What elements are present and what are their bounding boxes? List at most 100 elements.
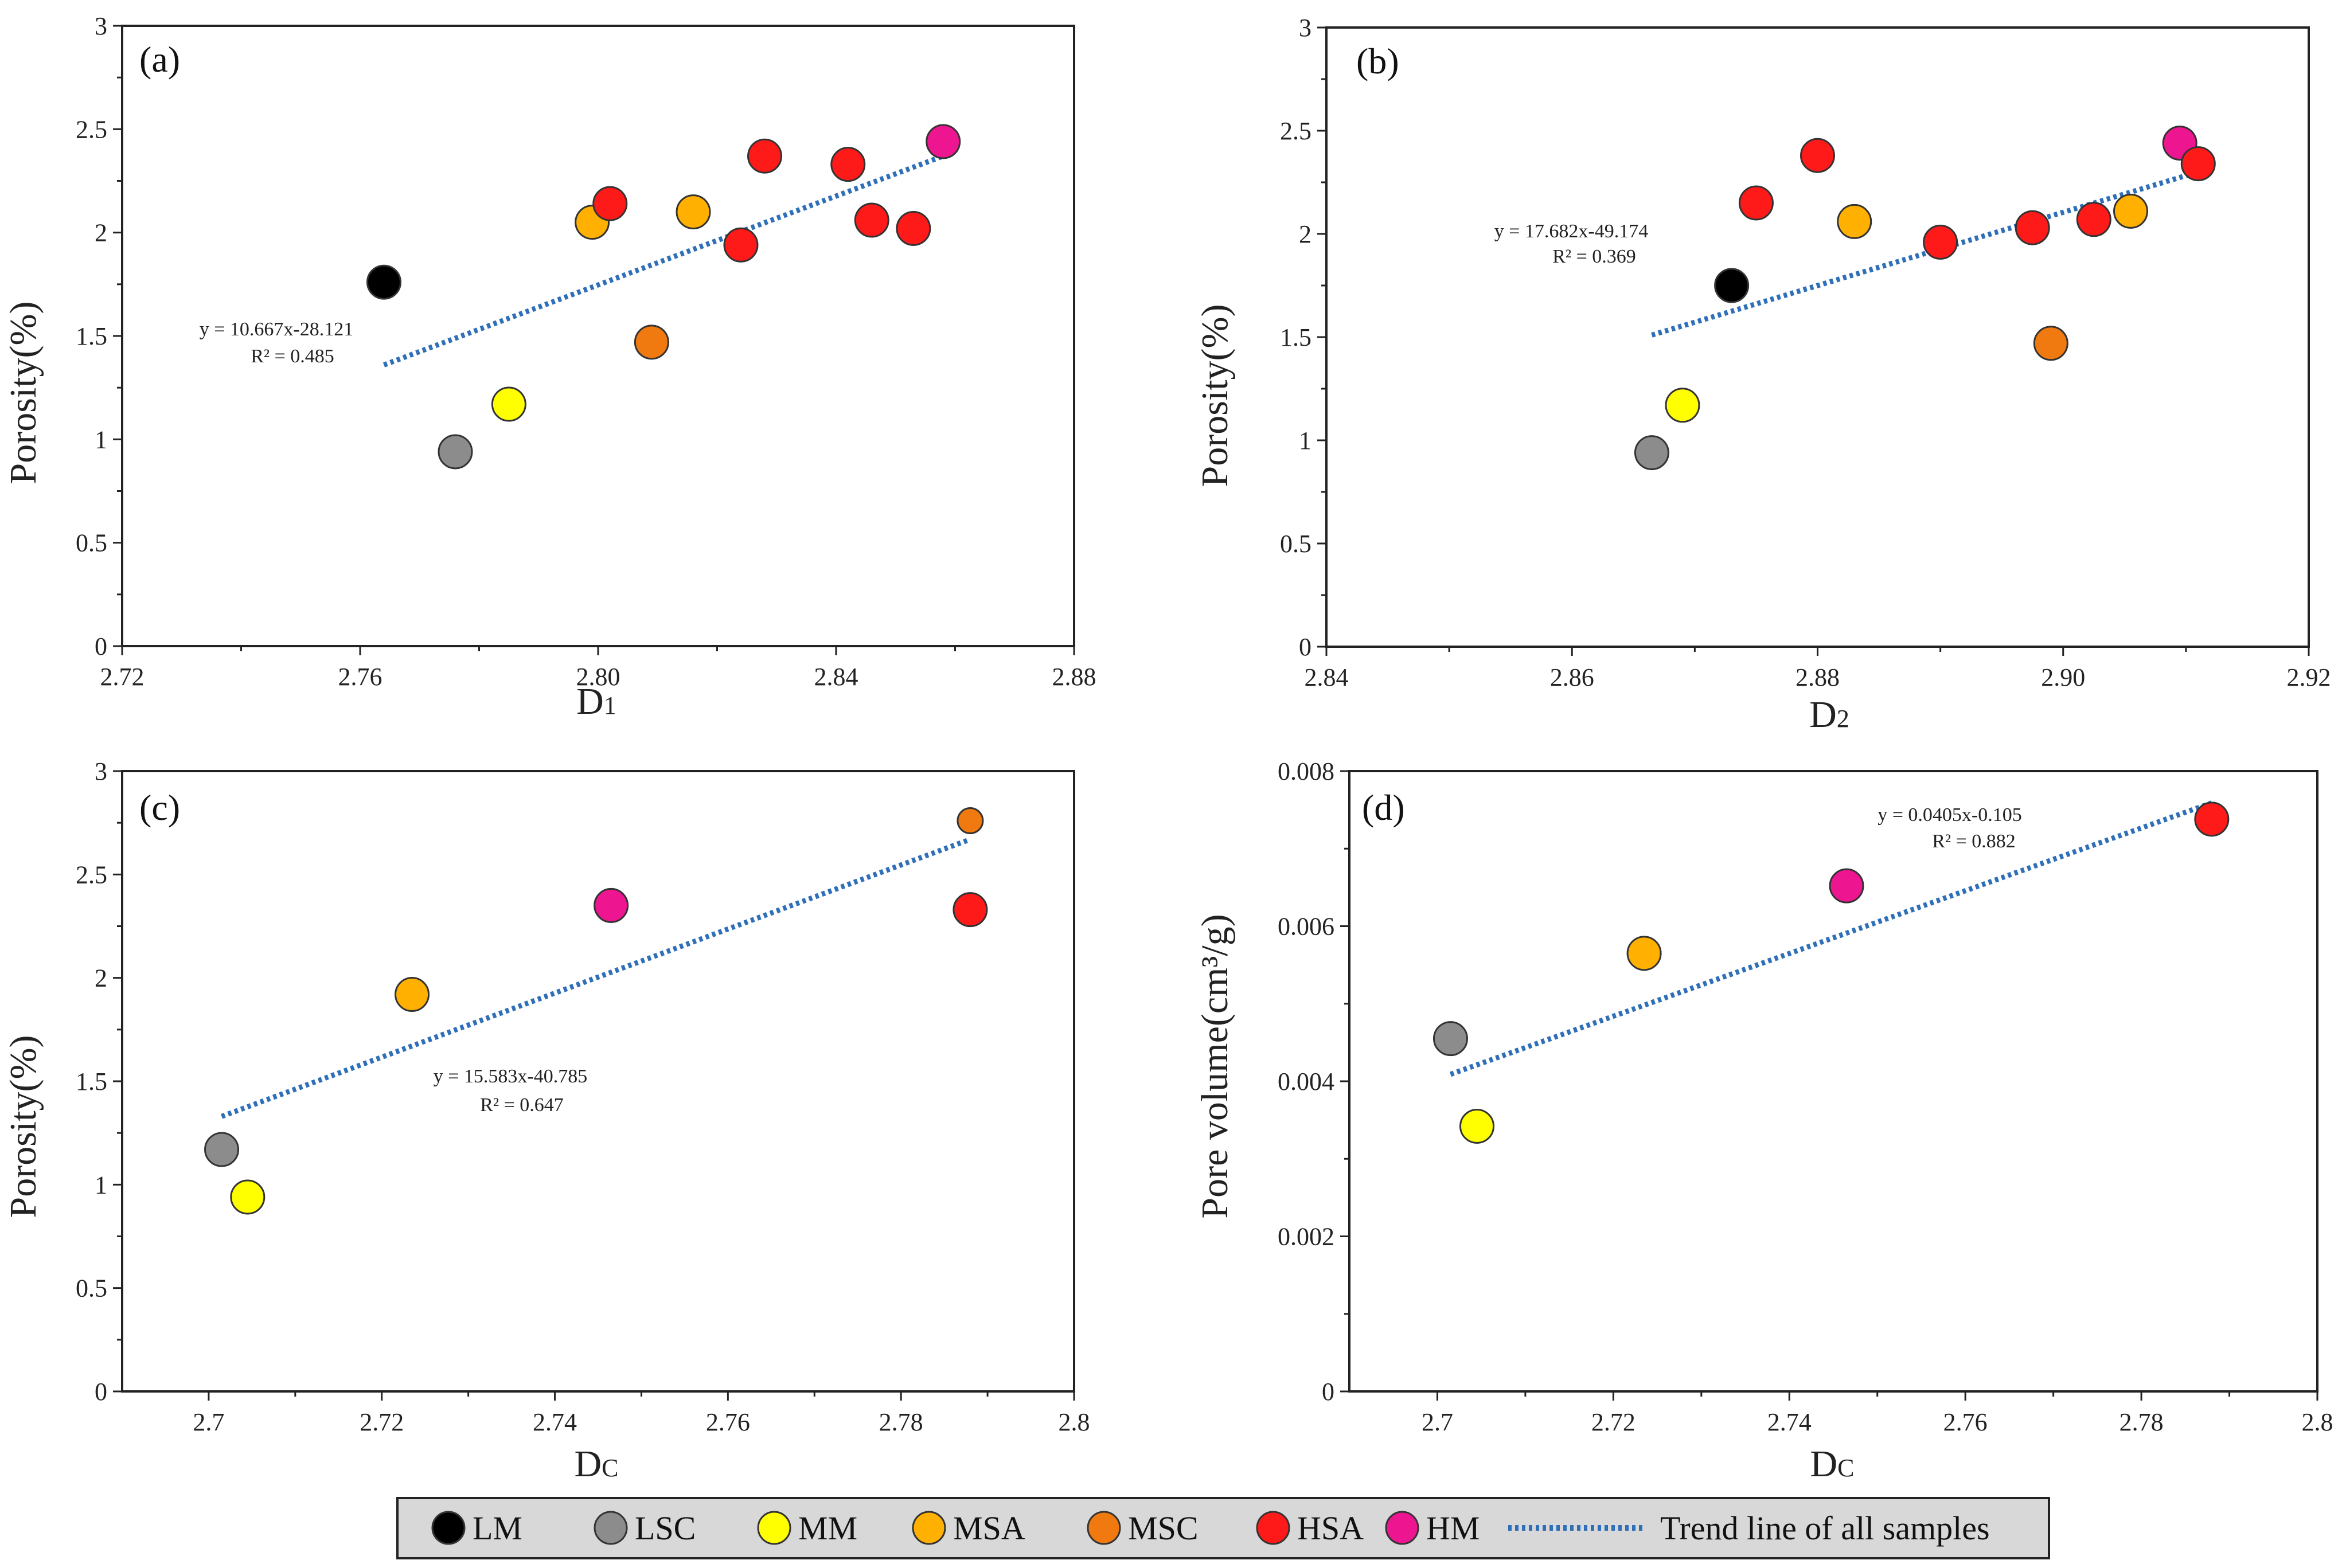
point-lsc (204, 1132, 240, 1167)
panel-b-x-label: D2 (1809, 694, 1849, 736)
y-tick-label: 1.5 (1280, 323, 1311, 351)
point-msc (957, 807, 984, 835)
y-tick-label: 1 (95, 1171, 107, 1199)
panel-c-ticks: 2.7 2.72 2.74 2.76 2.78 2.8 0 0.5 1 1.5 2 2.5 3 (76, 757, 1090, 1436)
legend-label-msa: MSA (953, 1510, 1025, 1547)
panel-c-x-label-main: D (574, 1443, 602, 1485)
legend-marker-lsc (594, 1511, 628, 1545)
y-tick-label: 0 (95, 1378, 107, 1406)
legend-label-lm: LM (473, 1510, 522, 1547)
panel-b-r2: R² = 0.369 (1552, 246, 1636, 267)
point-msc (2033, 326, 2068, 361)
point-mm (230, 1179, 266, 1215)
panel-b-trend-layer (1651, 169, 2199, 338)
y-tick-label: 1 (95, 425, 107, 453)
x-tick-label: 2.74 (533, 1408, 577, 1436)
panel-c-x-label: DC (574, 1443, 618, 1485)
panel-d: Pore volume(cm³/g) 2.7 2.72 2.74 2.76 2.78 2.… (1194, 757, 2333, 1485)
legend-items: LM LSC MM MSA MSC HSA HM (431, 1510, 1480, 1547)
y-tick-label: 1.5 (76, 322, 107, 350)
panel-d-x-label-sub: C (1837, 1454, 1854, 1482)
y-tick-label: 0 (1322, 1378, 1334, 1406)
panel-c-plot-frame (121, 770, 1075, 1393)
y-tick-label: 3 (95, 757, 107, 785)
point-hsa (747, 138, 782, 174)
panel-a-trend-layer (382, 154, 944, 367)
panel-d-ticks: 2.7 2.72 2.74 2.76 2.78 2.8 0 0.002 0.004 0.006 0.… (1278, 757, 2333, 1436)
x-tick-label: 2.72 (1591, 1408, 1636, 1436)
point-hsa (2015, 210, 2050, 245)
y-tick-label: 0 (1299, 633, 1311, 661)
y-tick-label: 1.5 (76, 1068, 107, 1096)
point-lm (366, 264, 401, 300)
x-tick-label: 2.8 (2302, 1408, 2333, 1436)
panel-b-y-label: Porosity(%) (1194, 304, 1236, 487)
panel-d-x-label-main: D (1810, 1443, 1837, 1485)
panel-a-x-label-sub: 1 (604, 691, 616, 720)
legend-marker-hm (1385, 1511, 1419, 1545)
y-tick-label: 0.006 (1278, 913, 1334, 941)
panel-c-trend-line (220, 836, 971, 1119)
legend-label-mm: MM (798, 1510, 857, 1547)
y-tick-label: 2 (95, 219, 107, 247)
panel-c-trend-layer (220, 836, 971, 1119)
panel-a-plot-frame (121, 25, 1075, 647)
point-hsa (953, 892, 988, 928)
x-tick-label: 2.86 (1550, 663, 1594, 691)
panel-c-label: (c) (139, 787, 180, 828)
panel-a-ticks: 2.72 2.76 2.80 2.84 2.88 0 0.5 1 1.5 2 2.5 3 (76, 12, 1096, 691)
x-tick-label: 2.74 (1767, 1408, 1812, 1436)
point-hm (1829, 868, 1864, 904)
panel-a-x-label-main: D (576, 681, 604, 722)
x-tick-label: 2.76 (338, 663, 382, 691)
panel-c-equation: y = 15.583x-40.785 (434, 1066, 588, 1087)
point-msa (395, 977, 430, 1012)
panel-b-x-label-main: D (1809, 694, 1837, 736)
point-hsa (723, 227, 759, 263)
panel-b-equation: y = 17.682x-49.174 (1494, 221, 1649, 242)
x-tick-label: 2.90 (2041, 663, 2085, 691)
panel-b-x-label-sub: 2 (1837, 705, 1849, 733)
panel-d-x-label: DC (1810, 1443, 1854, 1485)
panel-d-points (1432, 801, 2230, 1144)
point-lsc (1634, 435, 1669, 471)
point-hsa (830, 147, 866, 182)
x-tick-label: 2.84 (1305, 663, 1349, 691)
point-hsa (1738, 185, 1774, 221)
panel-b-trend-line (1651, 169, 2199, 338)
point-msa (1837, 204, 1872, 239)
x-tick-label: 2.7 (1422, 1408, 1453, 1436)
legend: LM LSC MM MSA MSC HSA HM Trend line of all sam… (396, 1497, 2050, 1559)
x-tick-label: 2.88 (1052, 663, 1096, 691)
y-tick-label: 1 (1299, 427, 1311, 455)
x-tick-label: 2.84 (814, 663, 858, 691)
y-tick-label: 0 (95, 632, 107, 660)
panel-a-trend-line (382, 154, 944, 367)
legend-marker-mm (757, 1511, 791, 1545)
point-mm (491, 386, 526, 422)
point-lm (1714, 268, 1750, 303)
point-hsa (2180, 146, 2216, 182)
y-tick-label: 2 (1299, 220, 1311, 248)
legend-marker-hsa (1256, 1511, 1290, 1545)
x-tick-label: 2.78 (2119, 1408, 2164, 1436)
x-tick-label: 2.80 (576, 663, 620, 691)
point-msa (2113, 193, 2149, 229)
panel-b-ticks: 2.84 2.86 2.88 2.90 2.92 0 0.5 1 1.5 2 2.5 3 (1280, 14, 2331, 691)
point-hm (926, 124, 961, 159)
x-tick-label: 2.72 (100, 663, 145, 691)
legend-label-hm: HM (1426, 1510, 1480, 1547)
point-lsc (1432, 1021, 1468, 1057)
y-tick-label: 0.5 (1280, 530, 1311, 558)
y-tick-label: 0.5 (76, 529, 107, 557)
x-tick-label: 2.92 (2287, 663, 2331, 691)
panel-d-r2: R² = 0.882 (1932, 831, 2016, 852)
x-tick-label: 2.78 (879, 1408, 923, 1436)
panel-b-label: (b) (1356, 41, 1399, 81)
y-tick-label: 2 (95, 964, 107, 992)
panel-c-y-label: Porosity(%) (2, 1035, 44, 1218)
point-msa (1626, 936, 1662, 971)
point-hm (594, 887, 629, 923)
panel-d-equation: y = 0.0405x-0.105 (1877, 804, 2022, 826)
